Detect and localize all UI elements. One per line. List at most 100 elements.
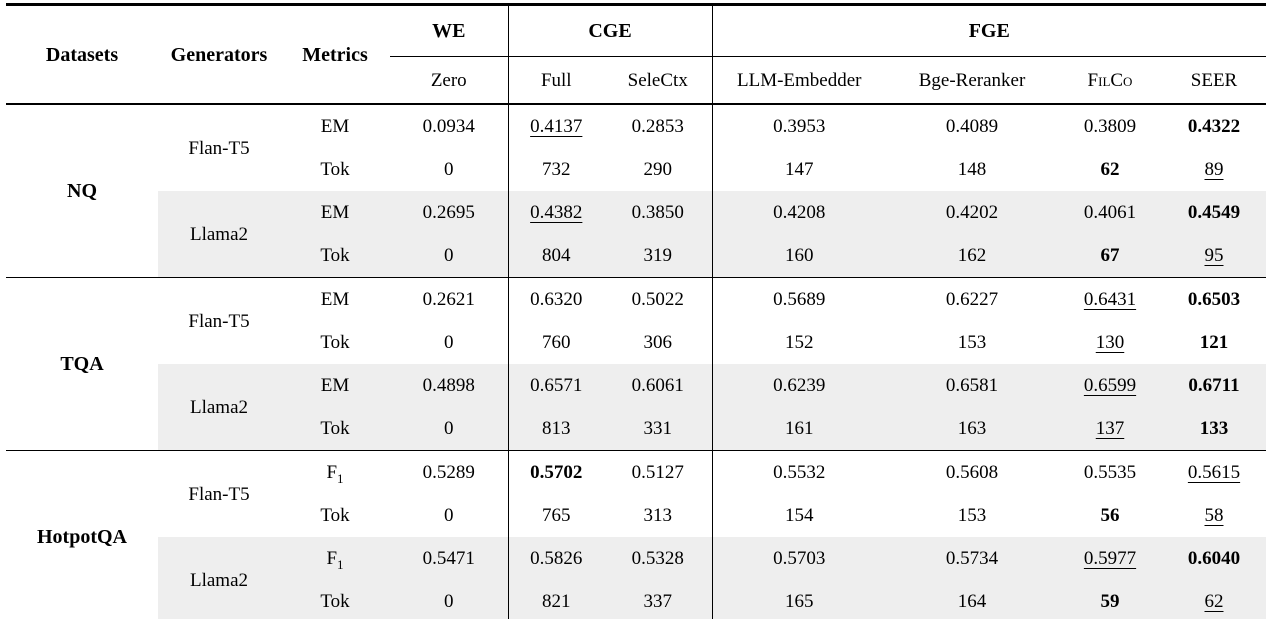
- value-cell: 0.6711: [1162, 364, 1266, 407]
- value-cell: 67: [1058, 234, 1162, 278]
- table-row: Llama2 EM 0.4898 0.6571 0.6061 0.6239 0.6581 0.…: [6, 364, 1266, 451]
- value-cell: 162: [886, 234, 1058, 278]
- value-cell: 0.5289: [390, 450, 508, 494]
- value-cell: 0.6239: [711, 364, 886, 407]
- value-cell: 147: [711, 148, 886, 191]
- value-cell: 0.5127: [604, 450, 712, 494]
- value-cell: 137: [1058, 407, 1162, 451]
- results-table: Datasets Generators Metrics WE CGE FGE Z…: [6, 3, 1266, 619]
- value-cell: 0.5689: [711, 277, 886, 321]
- header-metrics: Metrics: [280, 4, 390, 105]
- value-cell: 0.5532: [711, 450, 886, 494]
- metric-cell: Tok: [280, 407, 390, 451]
- metric-cell: EM: [320, 116, 350, 137]
- value-cell: 319: [604, 234, 712, 278]
- value-cell: 161: [711, 407, 886, 451]
- dataset-cell: TQA: [6, 277, 158, 451]
- dataset-cell: HotpotQA: [6, 450, 158, 619]
- value-cell: 0.6320: [507, 277, 604, 321]
- value-cell: 0.6503: [1162, 277, 1266, 321]
- value-cell: 813: [507, 407, 604, 451]
- value-cell: 313: [643, 505, 673, 526]
- metric-cell: EM: [280, 191, 390, 234]
- value-cell: 153: [957, 505, 987, 526]
- value-cell: 130: [1095, 332, 1125, 353]
- value-cell: 0.0934: [422, 116, 475, 137]
- header-group-we: WE: [390, 4, 508, 57]
- metric-cell: Tok: [280, 234, 390, 278]
- metric-cell: EM: [280, 364, 390, 407]
- value-cell: 0.3850: [604, 191, 712, 234]
- value-cell: 0.2621: [390, 277, 508, 321]
- value-cell: 290: [643, 159, 673, 180]
- value-cell: 59: [1058, 580, 1162, 619]
- value-cell: 0.5702: [507, 450, 604, 494]
- value-cell: 0.4061: [1058, 191, 1162, 234]
- value-cell: 0.5471: [390, 537, 508, 580]
- value-cell: 0.3809: [1083, 116, 1137, 137]
- header-generators: Generators: [158, 4, 280, 105]
- value-cell: 0.5608: [886, 450, 1058, 494]
- value-cell: 760: [507, 321, 604, 364]
- header-col-full: Full: [507, 56, 604, 105]
- value-cell: 0.4898: [390, 364, 508, 407]
- generator-cell: Flan-T5: [158, 450, 280, 537]
- value-cell: 0.5535: [1058, 450, 1162, 494]
- value-cell: 164: [886, 580, 1058, 619]
- header-col-zero: Zero: [390, 56, 508, 105]
- value-cell: 0.6040: [1162, 537, 1266, 580]
- value-cell: 148: [957, 159, 987, 180]
- value-cell: 0.6227: [886, 277, 1058, 321]
- value-cell: 58: [1204, 505, 1224, 526]
- table-row: Tok 0 813 331 161 163 137 133: [6, 407, 1266, 451]
- value-cell: 121: [1199, 332, 1229, 353]
- value-cell: 0.4089: [945, 116, 999, 137]
- value-cell: 0.4382: [507, 191, 604, 234]
- header-col-llm-embedder: LLM-Embedder: [711, 56, 886, 105]
- metric-label: F: [326, 462, 338, 483]
- value-cell: 804: [507, 234, 604, 278]
- table-row: TQA Flan-T5 EM 0.2621 0.6320 0.5022 0.5689 0.62…: [6, 277, 1266, 451]
- header-group-cge: CGE: [507, 4, 712, 57]
- table-row: Tok 0 760 306 152 153 130 121: [6, 321, 1266, 364]
- results-table-body: NQ Flan-T5 EM 0.0934 0.4137 0.2853 0.3953 0.408…: [6, 104, 1266, 619]
- value-cell: 152: [711, 321, 886, 364]
- generator-cell: Llama2: [158, 191, 280, 278]
- header-row-groups: Datasets Generators Metrics WE CGE FGE: [6, 4, 1266, 105]
- value-cell: 337: [604, 580, 712, 619]
- value-cell: 0.5826: [507, 537, 604, 580]
- value-cell: 821: [507, 580, 604, 619]
- header-col-bge-reranker: Bge-Reranker: [886, 56, 1058, 105]
- value-cell: 160: [711, 234, 886, 278]
- value-cell: 0: [444, 159, 454, 180]
- value-cell: 154: [711, 494, 886, 537]
- value-cell: 0.5328: [604, 537, 712, 580]
- value-cell: 0.4202: [886, 191, 1058, 234]
- value-cell: 0.6571: [507, 364, 604, 407]
- value-cell: 89: [1204, 159, 1224, 180]
- value-cell: 133: [1162, 407, 1266, 451]
- header-group-fge: FGE: [711, 4, 1266, 57]
- metric-cell: Tok: [280, 580, 390, 619]
- generator-cell: Flan-T5: [188, 137, 250, 159]
- table-row: Tok 0 821 337 165 164 59 62: [6, 580, 1266, 619]
- value-cell: 0.5703: [711, 537, 886, 580]
- value-cell: 732: [507, 148, 604, 191]
- value-cell: 0.6061: [604, 364, 712, 407]
- value-cell: 0: [390, 407, 508, 451]
- header-col-selectx: SeleCtx: [604, 56, 712, 105]
- header-datasets: Datasets: [6, 4, 158, 105]
- metric-cell: Tok: [320, 159, 350, 180]
- metric-cell: EM: [280, 277, 390, 321]
- table-row: HotpotQA Flan-T5 F1 0.5289 0.5702 0.5127 0.553…: [6, 450, 1266, 619]
- value-cell: 163: [886, 407, 1058, 451]
- value-cell: 0: [390, 580, 508, 619]
- value-cell: 0.2695: [390, 191, 508, 234]
- value-cell: 62: [1162, 580, 1266, 619]
- value-cell: 306: [643, 332, 673, 353]
- value-cell: 0: [444, 332, 454, 353]
- value-cell: 0.4137: [507, 104, 604, 148]
- value-cell: 0.5734: [886, 537, 1058, 580]
- dataset-cell: NQ: [67, 180, 97, 202]
